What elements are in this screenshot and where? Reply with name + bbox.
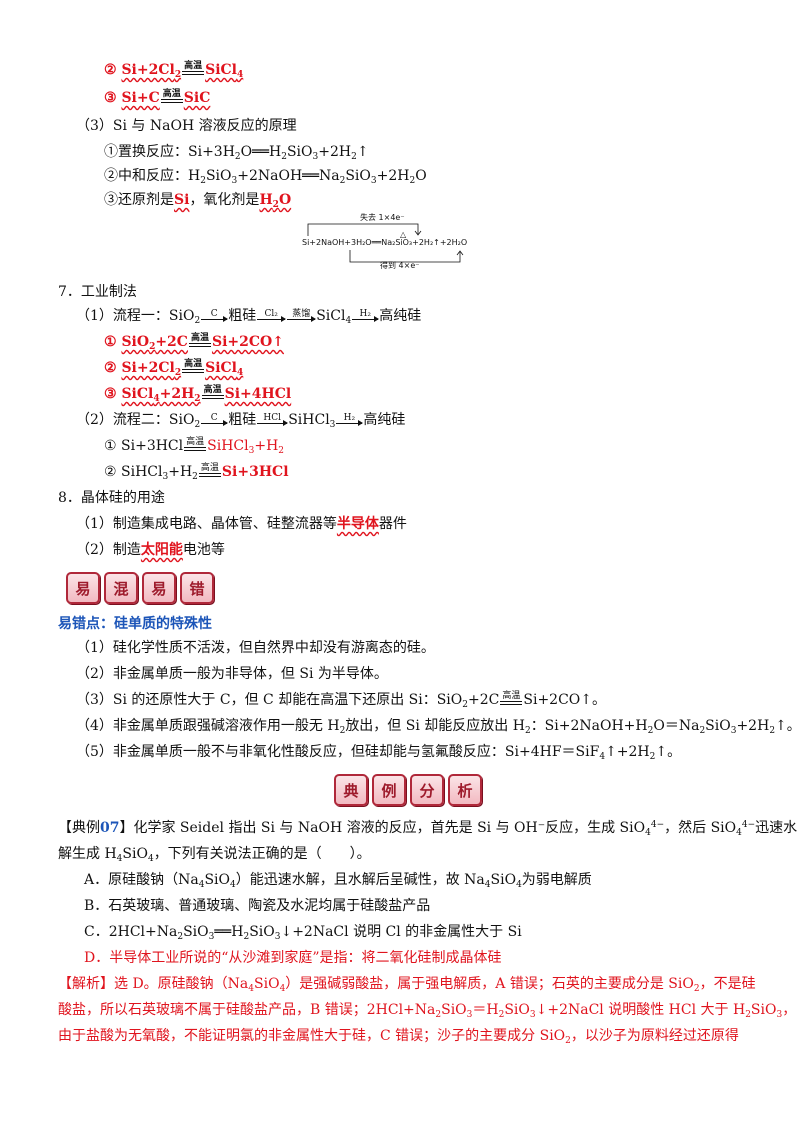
- error-point-4: （4）非金属单质跟强碱溶液作用一般无 H2放出，但 Si 却能反应放出 H2：S…: [76, 718, 800, 736]
- analysis-line3: 由于盐酸为无氧酸，不能证明氯的非金属性大于硅，C 错误；沙子的主要成分 SiO2…: [58, 1028, 739, 1046]
- option-d: D．半导体工业所说的“从沙滩到家庭”是指：将二氧化硅制成晶体硅: [84, 950, 502, 966]
- heat-symbol: △: [400, 230, 407, 239]
- analysis-line1: 【解析】选 D。原硅酸钠（Na4SiO4）是强碱弱酸盐，属于强电解质，A 错误；…: [58, 976, 756, 994]
- sub-title-si-naoh: （3）Si 与 NaOH 溶液反应的原理: [76, 118, 297, 134]
- flow-1: （1）流程一：SiO2 C 粗硅 Cl₂ 蒸馏 SiCl4 H₂ 高纯硅: [76, 308, 422, 326]
- option-a: A．原硅酸钠（Na4SiO4）能迅速水解，且水解后呈碱性，故 Na4SiO4为弱…: [84, 872, 592, 890]
- flow1-eq1: ① SiO2+2C 高温 Si+2CO↑: [104, 333, 284, 352]
- electron-lost-label: 失去 1×4e⁻: [360, 213, 405, 222]
- flow-2: （2）流程二：SiO2 C 粗硅 HCl SiHCl3 H₂ 高纯硅: [76, 412, 406, 430]
- flow1-eq2: ② Si+2Cl2 高温 SiCl4: [104, 359, 244, 378]
- error-point-2: （2）非金属单质一般为非导体，但 Si 为半导体。: [76, 666, 388, 682]
- use-solar: （2）制造太阳能电池等: [76, 542, 225, 558]
- example-question-line2: 解生成 H4SiO4，下列有关说法正确的是（ ）。: [58, 846, 371, 864]
- reducing-oxidizing-agent: ③还原剂是Si，氧化剂是H2O: [104, 192, 292, 210]
- flow2-eq1: ① Si+3HCl 高温 SiHCl3+H2: [104, 437, 285, 456]
- badge-char: 例: [372, 774, 406, 806]
- electron-gained-label: 得到 4×e⁻: [380, 261, 420, 270]
- diagram-equation: Si+2NaOH+3H₂O══Na₂SiO₃+2H₂↑+2H₂O: [302, 238, 468, 247]
- badge-char: 易: [66, 572, 100, 604]
- error-point-5: （5）非金属单质一般不与非氧化性酸反应，但硅却能与氢氟酸反应：Si+4HF＝Si…: [76, 744, 682, 762]
- badge-char: 混: [104, 572, 138, 604]
- displacement-reaction: ①置换反应：Si+3H2O══H2SiO3+2H2↑: [104, 144, 369, 162]
- badge-example-analysis: 典 例 分 析: [334, 774, 482, 806]
- electron-transfer-diagram: 失去 1×4e⁻ △ Si+2NaOH+3H₂O══Na₂SiO₃+2H₂↑+2…: [300, 210, 510, 270]
- flow2-eq2: ② SiHCl3+H2 高温 Si+3HCl: [104, 463, 289, 482]
- badge-char: 错: [180, 572, 214, 604]
- badge-char: 分: [410, 774, 444, 806]
- flow1-eq3: ③ SiCl4+2H2 高温 Si+4HCl: [104, 385, 292, 404]
- analysis-line2: 酸盐，所以石英玻璃不属于硅酸盐产品，B 错误；2HCl+Na2SiO3＝H2Si…: [58, 1002, 797, 1020]
- badge-error-prone: 易 混 易 错: [66, 572, 214, 604]
- use-semiconductor: （1）制造集成电路、晶体管、硅整流器等半导体器件: [76, 516, 407, 532]
- badge-char: 析: [448, 774, 482, 806]
- section-7-title: 7．工业制法: [58, 284, 137, 300]
- electron-transfer-lines: [307, 223, 464, 263]
- neutralization-reaction: ②中和反应：H2SiO3+2NaOH══Na2SiO3+2H2O: [104, 168, 427, 186]
- option-b: B．石英玻璃、普通玻璃、陶瓷及水泥均属于硅酸盐产品: [84, 898, 431, 914]
- option-c: C．2HCl+Na2SiO3══H2SiO3↓+2NaCl 说明 Cl 的非金属…: [84, 924, 522, 942]
- section-8-title: 8．晶体硅的用途: [58, 490, 165, 506]
- eq-si-cl2: ② Si+2Cl2 高温 SiCl4: [104, 61, 244, 80]
- badge-char: 易: [142, 572, 176, 604]
- error-point-1: （1）硅化学性质不活泼，但自然界中却没有游离态的硅。: [76, 640, 435, 656]
- example-question-line1: 【典例07】化学家 Seidel 指出 Si 与 NaOH 溶液的反应，首先是 …: [58, 820, 798, 838]
- error-point-title: 易错点：硅单质的特殊性: [58, 616, 212, 632]
- error-point-3: （3）Si 的还原性大于 C，但 C 却能在高温下还原出 Si：SiO2+2C 高…: [76, 691, 607, 710]
- eq-si-c: ③ Si+C 高温 SiC: [104, 89, 211, 106]
- badge-char: 典: [334, 774, 368, 806]
